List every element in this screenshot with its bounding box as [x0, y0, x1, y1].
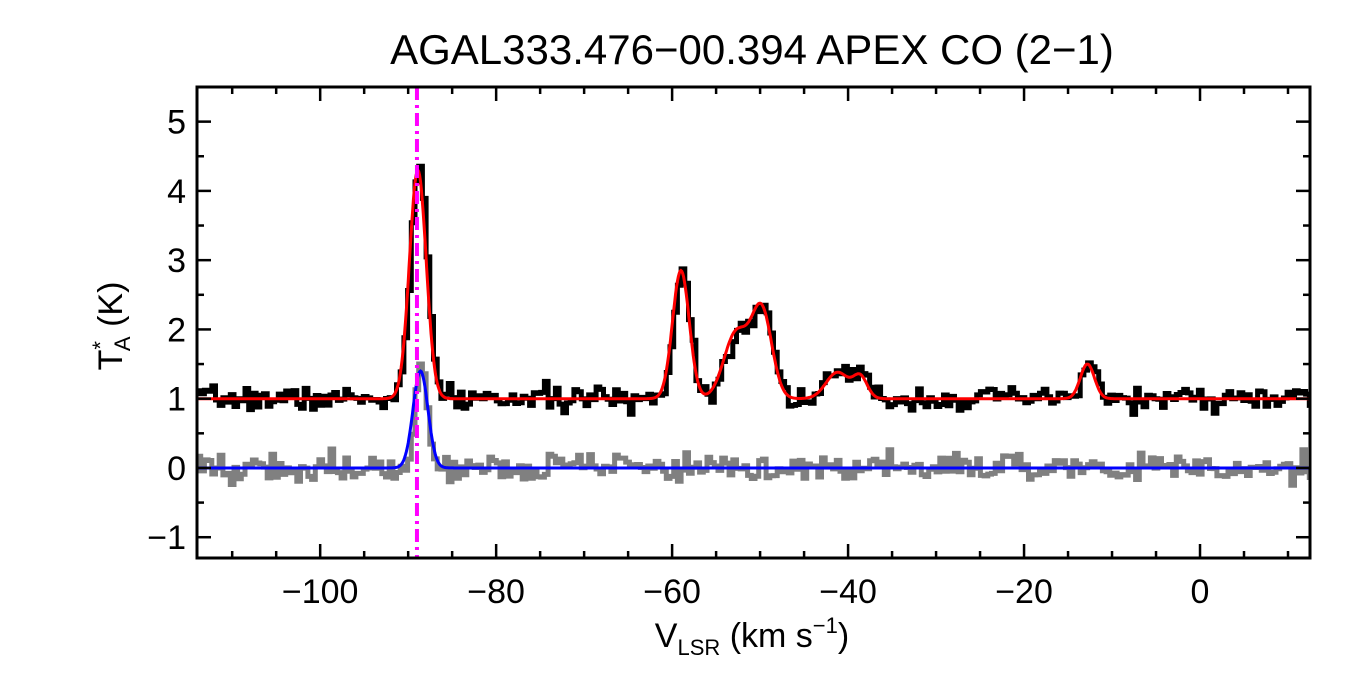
x-tick-label: −80 [467, 573, 525, 611]
x-tick-label: −100 [282, 573, 359, 611]
x-axis-label-sup: −1 [813, 613, 838, 638]
x-axis-label-close: ) [838, 617, 849, 655]
x-tick-label: −40 [819, 573, 877, 611]
x-axis-label-sub: LSR [677, 635, 720, 660]
y-axis-label-sup: * [88, 341, 113, 350]
tick-labels: −100 −80 −60 −40 −20 0 −1 0 1 2 3 4 5 [147, 104, 1209, 611]
plot-frame [195, 85, 1312, 560]
axes-layer [195, 85, 1312, 560]
x-axis-label-unit: (km s [720, 617, 813, 655]
y-tick-label: 3 [167, 242, 186, 280]
series-observed-spectrum-offset-1-k [197, 163, 1310, 417]
series-multi-gaussian-fit [197, 167, 1310, 401]
y-tick-label: 0 [167, 450, 186, 488]
y-tick-label: 5 [167, 104, 186, 142]
y-tick-label: 2 [167, 311, 186, 349]
series-layer [197, 163, 1310, 488]
x-tick-label: 0 [1191, 573, 1210, 611]
x-axis-label-main: V [655, 617, 678, 655]
y-axis-label-unit: (K) [92, 282, 130, 337]
y-tick-label: 4 [167, 173, 186, 211]
y-axis-label-main: T [92, 350, 130, 371]
y-tick-label: 1 [167, 381, 186, 419]
chart-title: AGAL333.476−00.394 APEX CO (2−1) [390, 26, 1114, 73]
y-axis-label: T*A (K) [88, 282, 135, 371]
series-single-gaussian-fit [197, 369, 1310, 470]
x-axis-label: VLSR (km s−1) [655, 613, 849, 660]
y-tick-label: −1 [147, 519, 186, 557]
y-axis-label-sub: A [110, 336, 135, 351]
x-tick-label: −60 [643, 573, 701, 611]
x-tick-label: −20 [995, 573, 1053, 611]
